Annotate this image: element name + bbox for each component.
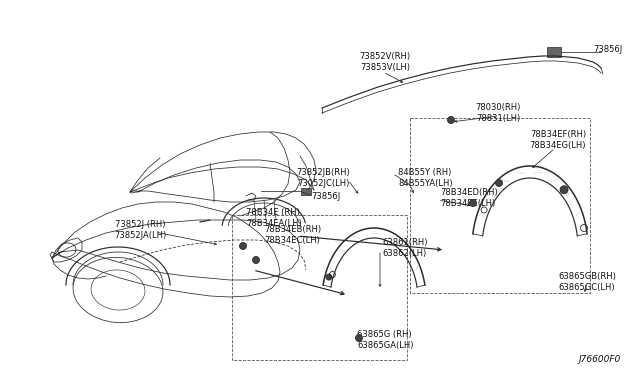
Bar — [232, 215, 407, 360]
Circle shape — [253, 257, 259, 263]
Bar — [410, 118, 590, 293]
Circle shape — [239, 243, 246, 250]
Text: 78B34ED(RH)
78B34EE(LH): 78B34ED(RH) 78B34EE(LH) — [440, 188, 498, 208]
Text: 78B34EF(RH)
78B34EG(LH): 78B34EF(RH) 78B34EG(LH) — [530, 130, 586, 150]
Bar — [547, 47, 561, 57]
Text: 84B55Y (RH)
84B55YA(LH): 84B55Y (RH) 84B55YA(LH) — [398, 168, 452, 188]
Text: 63865GB(RH)
63865GC(LH): 63865GB(RH) 63865GC(LH) — [558, 272, 616, 292]
Text: 63865G (RH)
63865GA(LH): 63865G (RH) 63865GA(LH) — [357, 330, 413, 350]
Circle shape — [326, 274, 332, 280]
Circle shape — [495, 180, 502, 186]
Circle shape — [560, 186, 568, 194]
Text: 73856J: 73856J — [311, 192, 340, 201]
Circle shape — [447, 116, 454, 124]
Text: 73852V(RH)
73853V(LH): 73852V(RH) 73853V(LH) — [360, 52, 411, 72]
Circle shape — [355, 334, 362, 341]
Text: 78B34EB(RH)
78B34EC(LH): 78B34EB(RH) 78B34EC(LH) — [264, 225, 321, 245]
Bar — [301, 188, 311, 195]
Text: 73852J (RH)
73852JA(LH): 73852J (RH) 73852JA(LH) — [114, 220, 166, 240]
Circle shape — [470, 199, 477, 206]
Text: 73856J: 73856J — [593, 45, 622, 54]
Text: 78030(RH)
78831(LH): 78030(RH) 78831(LH) — [476, 103, 521, 123]
Text: 73852JB(RH)
73052JC(LH): 73852JB(RH) 73052JC(LH) — [296, 168, 350, 188]
Text: J76600F0: J76600F0 — [579, 355, 621, 364]
Text: 63861(RH)
63862(LH): 63861(RH) 63862(LH) — [382, 238, 428, 258]
Text: 78B34E (RH)
78B34EA(LH): 78B34E (RH) 78B34EA(LH) — [246, 208, 301, 228]
